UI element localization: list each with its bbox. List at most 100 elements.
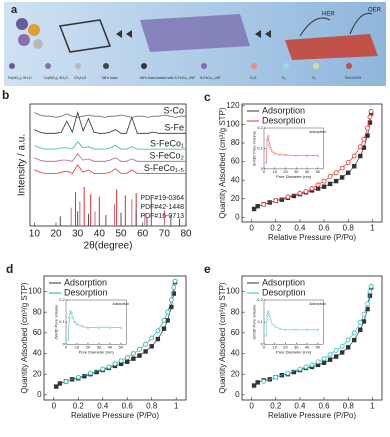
series-line (34, 164, 186, 175)
reaction-arrow (299, 12, 373, 37)
x-tick-label: 40 (94, 229, 106, 240)
x-tick-label: 30 (72, 229, 84, 240)
y-axis-label: dV/dD Pore Volume (251, 304, 256, 340)
y-tick-label: 0 (261, 166, 264, 171)
point (285, 194, 291, 200)
x-tick-label: 10 (29, 229, 41, 240)
x-tick-label: 50 (316, 344, 321, 349)
y-tick-label: 40 (231, 175, 240, 184)
point (309, 362, 315, 368)
precursor-spheres (16, 18, 43, 49)
inset-point (108, 326, 111, 329)
point (351, 330, 357, 336)
nf-foam (58, 19, 112, 53)
point (333, 347, 339, 353)
point (327, 174, 333, 179)
point (171, 284, 177, 290)
point (100, 366, 106, 372)
plot-frame (29, 103, 187, 227)
point (255, 204, 260, 209)
inset-point (268, 314, 271, 317)
point (339, 350, 345, 355)
arrow (116, 30, 132, 38)
x-tick-label: 50 (119, 344, 124, 349)
legend-icon (75, 63, 81, 69)
schematic-label: O₂ (312, 76, 317, 80)
inset-point (97, 326, 101, 329)
legend-icon (346, 63, 352, 69)
x-tick-label: 10 (273, 169, 278, 174)
y-tick-label: 0.1 (59, 319, 65, 324)
point (358, 153, 363, 159)
point (321, 184, 327, 189)
point (333, 354, 339, 359)
point (315, 186, 321, 191)
point (327, 181, 333, 187)
panel-label: b (2, 88, 9, 102)
point (361, 136, 367, 142)
x-tick-label: 0.8 (146, 402, 158, 411)
point (351, 153, 357, 159)
point (321, 360, 327, 365)
y-axis-label: dV/dD Pore Volume (53, 304, 58, 340)
point (339, 343, 345, 349)
callout: HER (322, 12, 335, 18)
x-tick-label: 20 (283, 169, 288, 174)
y-tick-label: 0.1 (257, 146, 263, 151)
point (165, 309, 171, 315)
point (143, 349, 148, 354)
inset-point (284, 328, 287, 331)
inset-point (271, 150, 274, 153)
point (339, 175, 345, 180)
x-tick-label: 20 (283, 344, 288, 349)
legend-icon (283, 63, 289, 69)
point (169, 304, 174, 310)
x-tick-label: 70 (159, 229, 171, 240)
plot-frame (263, 127, 324, 170)
y-tick-label: 100 (226, 287, 240, 296)
point (273, 374, 279, 380)
point (297, 366, 303, 372)
series-line (34, 141, 186, 150)
point (333, 178, 339, 184)
x-axis-label: Relative Pressure (P/Po) (268, 233, 356, 242)
legend-label: Desorption (64, 287, 108, 297)
point (149, 344, 154, 349)
y-axis-label: Quantity Adsorbed (cm³/g STP) (218, 282, 227, 393)
inset-point (86, 326, 90, 329)
point (368, 283, 374, 289)
legend-icon (9, 63, 15, 69)
reference-label: PDF#19-0364 (140, 195, 184, 202)
point (367, 120, 373, 125)
x-tick-label: 20 (86, 344, 91, 349)
y-tick-label: 100 (28, 287, 42, 296)
x-tick-label: 80 (180, 229, 192, 240)
schematic-label: NiFs foam loaded with S-FeCo₁.₅/NF (140, 76, 195, 80)
y-tick-label: 0 (37, 390, 42, 399)
x-tick-label: 40 (305, 344, 310, 349)
y-axis-label: Quantity Adsorbed (cm³/g STP) (218, 107, 227, 218)
inset-point (295, 328, 298, 331)
y-tick-label: 60 (231, 328, 240, 337)
series-line (34, 153, 186, 162)
schematic-label: Co(NO₃)₂·6H₂O (44, 76, 68, 80)
point (315, 182, 321, 188)
point (346, 170, 351, 175)
panel-label: a (11, 4, 18, 16)
legend-label: Adsorption (64, 277, 107, 287)
x-tick-label: 0.4 (294, 224, 306, 233)
reference-label: PDF#16-0713 (140, 213, 184, 220)
inset-point (265, 334, 268, 337)
inset-point (316, 328, 319, 331)
inset-point (279, 327, 282, 330)
panel-label: c (204, 90, 211, 104)
x-tick-label: 60 (137, 229, 149, 240)
y-tick-label: 80 (231, 307, 240, 316)
inset-point (269, 147, 272, 150)
point (346, 345, 351, 350)
x-tick-label: 50 (316, 169, 321, 174)
point (106, 364, 112, 370)
panel-label: e (204, 262, 211, 276)
x-tick-label: 0 (263, 169, 266, 174)
